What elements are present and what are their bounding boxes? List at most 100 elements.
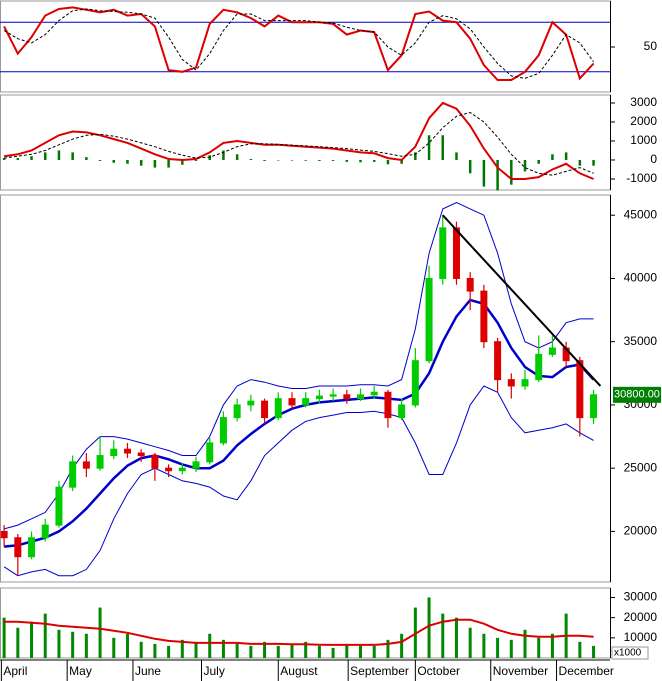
bar (510, 159, 513, 185)
candle-body (14, 537, 22, 558)
candle-body (302, 398, 310, 406)
bar (372, 159, 376, 162)
bar (386, 159, 390, 165)
bar (208, 155, 211, 160)
bar (441, 135, 445, 160)
x-tick-label: December (559, 664, 614, 678)
y-tick-label: 30000 (624, 590, 658, 604)
candle-body (548, 347, 556, 355)
bar (153, 643, 157, 658)
y-tick-label: 0 (650, 152, 657, 166)
candle-body (123, 448, 131, 454)
bar (235, 154, 239, 160)
candle-body (425, 277, 433, 362)
y-tick-label: 35000 (624, 334, 658, 348)
x-tick-label: April (3, 664, 27, 678)
candle-body (329, 394, 337, 397)
bar (153, 159, 157, 168)
series-line (3, 8, 595, 79)
bar (30, 156, 33, 160)
x-tick-label: August (280, 664, 318, 678)
bar (57, 629, 61, 658)
bar (427, 135, 431, 160)
y-tick-label: 20000 (624, 524, 658, 538)
bar (578, 641, 582, 658)
series-line (3, 385, 594, 577)
trendline (442, 214, 602, 387)
candle-body (576, 360, 584, 419)
bar (112, 159, 116, 163)
bar (455, 152, 458, 160)
candle-body (466, 277, 474, 292)
bar (537, 159, 540, 164)
bar (71, 631, 75, 658)
bar (523, 159, 527, 172)
bar (427, 597, 431, 658)
bar (85, 157, 88, 160)
bar (167, 159, 170, 168)
candle-body (590, 394, 598, 419)
bar (331, 647, 335, 658)
series-line (3, 298, 595, 548)
bar (276, 645, 280, 658)
candle-body (165, 467, 173, 472)
bar (468, 159, 472, 174)
candle-body (96, 455, 104, 469)
bar (16, 627, 20, 658)
candle-body (82, 461, 90, 469)
series-line (3, 101, 594, 180)
y-tick-label: 25000 (624, 460, 658, 474)
candle-body (411, 360, 419, 406)
bar (16, 158, 20, 160)
y-tick-label: 20000 (624, 610, 658, 624)
candle-body (494, 341, 502, 381)
candle-body (219, 417, 227, 444)
x-tick-label: May (69, 664, 92, 678)
bar (125, 633, 129, 658)
y-tick-label: 45000 (624, 207, 658, 221)
candle-body (69, 461, 77, 488)
series-line (3, 6, 595, 81)
bar (482, 159, 486, 187)
bar (112, 637, 116, 658)
bar (180, 639, 184, 658)
bar (194, 159, 198, 161)
candle-body (439, 227, 447, 279)
candle-body (507, 379, 515, 387)
bar (468, 627, 472, 658)
bar (551, 154, 554, 160)
y-tick-label: 40000 (624, 271, 658, 285)
candle-body (0, 530, 8, 539)
bar (345, 159, 349, 162)
bar (318, 159, 321, 161)
bar (208, 633, 212, 658)
x-tick-label: September (350, 664, 409, 678)
candle-body (233, 404, 241, 419)
bar (523, 629, 527, 658)
candle-body (28, 537, 36, 558)
candle-body (452, 227, 460, 279)
bar (235, 643, 239, 658)
candle-body (137, 452, 145, 457)
bar (263, 159, 266, 161)
candle-body (535, 353, 543, 381)
bar (496, 637, 500, 658)
x-tick-label: July (204, 664, 225, 678)
bar (509, 639, 513, 658)
bar (496, 159, 499, 191)
bar (454, 617, 458, 658)
bar (414, 152, 417, 160)
candle-body (384, 391, 392, 419)
bar (400, 633, 404, 658)
candle-body (521, 379, 529, 387)
candle-body (343, 394, 351, 400)
bar (400, 159, 403, 164)
bar (550, 633, 554, 658)
bar (249, 645, 253, 658)
bar (194, 641, 198, 658)
candle-body (357, 394, 365, 400)
y-tick-label: 3000 (630, 95, 657, 109)
series-line (3, 202, 594, 530)
price-tag-label: 30800.00 (614, 389, 660, 401)
